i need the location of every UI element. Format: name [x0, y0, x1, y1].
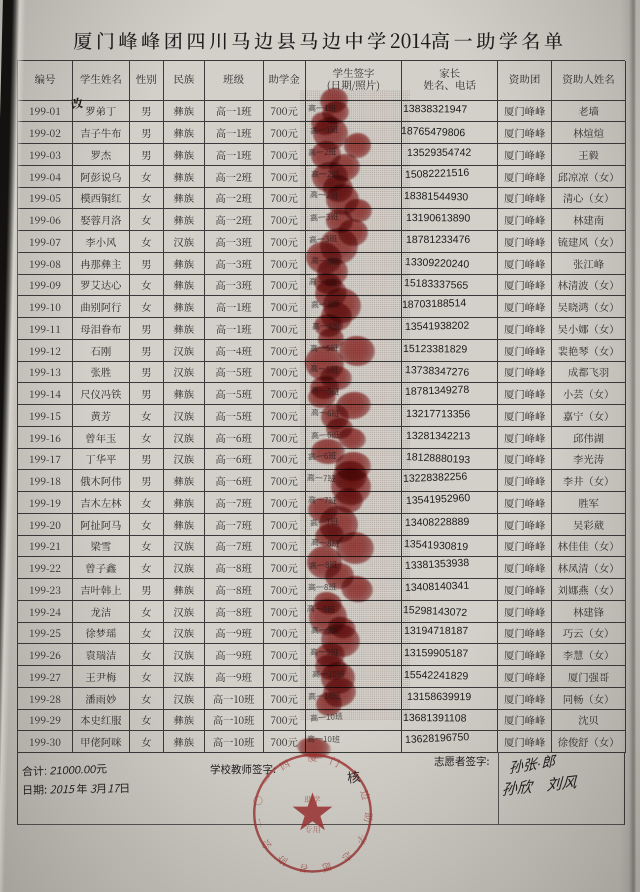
svg-text:愿: 愿	[320, 859, 333, 875]
svg-text:专用: 专用	[304, 825, 321, 836]
svg-text:边: 边	[357, 788, 374, 802]
svg-text:二: 二	[249, 817, 265, 829]
svg-text:助学: 助学	[304, 794, 321, 805]
svg-text:核: 核	[346, 769, 361, 786]
svg-text:厦: 厦	[308, 750, 318, 764]
svg-text:者: 者	[298, 861, 310, 876]
svg-text:门: 门	[328, 753, 343, 770]
svg-text:助: 助	[361, 812, 376, 823]
svg-text:〇: 〇	[250, 794, 266, 807]
